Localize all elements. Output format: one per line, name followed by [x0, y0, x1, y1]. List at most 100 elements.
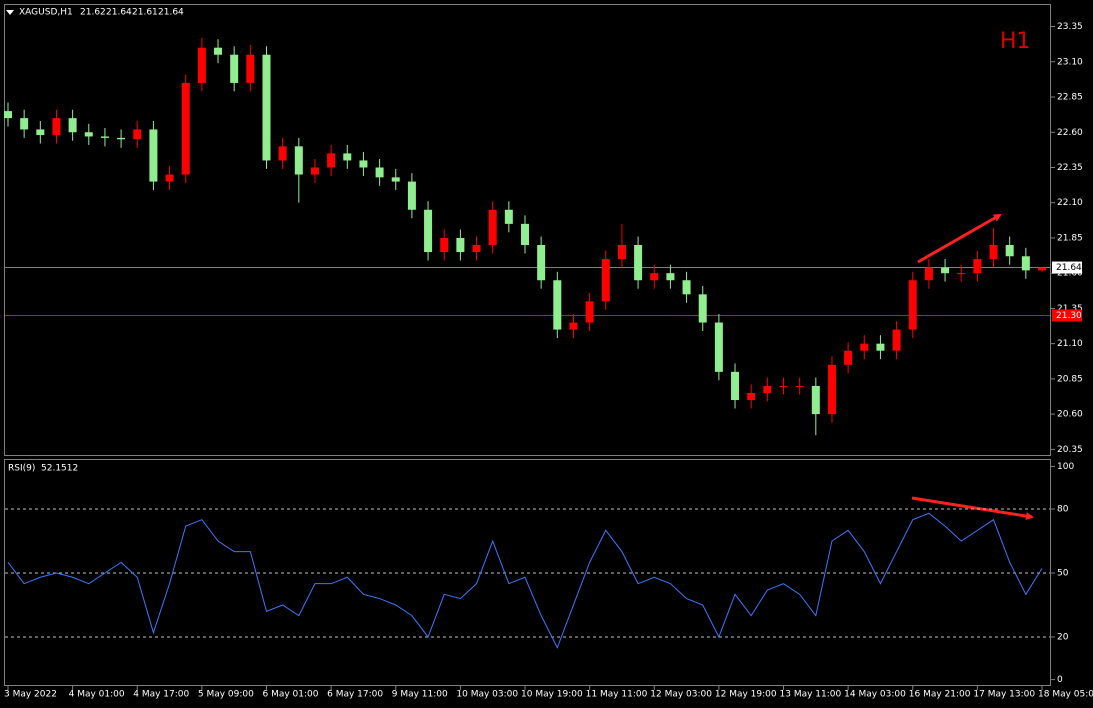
y-tick-label: 20.35 [1057, 445, 1083, 455]
candle-body [844, 350, 853, 365]
candle-body [407, 181, 416, 210]
y-tick-label: 21.35 [1057, 304, 1083, 314]
candle-body [294, 146, 303, 175]
candle-body [310, 167, 319, 175]
candle-body [68, 118, 77, 133]
y-tick-label: 21.85 [1057, 233, 1083, 243]
candle-body [908, 280, 917, 330]
candle-body [36, 129, 45, 136]
annotation-arrow [917, 213, 1002, 264]
candle-body [4, 111, 12, 119]
candle-body [537, 245, 546, 281]
x-tick-label: 14 May 03:00 [844, 690, 906, 700]
candle-body [876, 343, 885, 351]
x-tick-label: 11 May 11:00 [586, 690, 648, 700]
candle-body [811, 385, 820, 415]
x-tick-label: 18 May 05:00 [1038, 690, 1093, 700]
x-tick-label: 6 May 17:00 [327, 690, 383, 700]
candle-body [521, 223, 529, 246]
x-tick-label: 10 May 03:00 [456, 690, 518, 700]
ohlc-low: 21.61 [132, 8, 158, 18]
candle-body [133, 129, 142, 140]
x-tick-label: 17 May 13:00 [973, 690, 1035, 700]
candle-body [585, 301, 594, 323]
candle-body [763, 385, 772, 393]
y-tick-label: 20.85 [1057, 374, 1083, 384]
candle-body [391, 177, 400, 182]
price-tag-label: 21.64 [1056, 263, 1082, 273]
candle-body [698, 294, 707, 323]
level-tag [1052, 309, 1082, 322]
annotation-arrow [911, 496, 1034, 521]
level-tag-label: 21.30 [1056, 311, 1082, 321]
candle-body [165, 174, 174, 182]
price-pane [4, 4, 1051, 456]
candle-body [714, 322, 723, 372]
x-tick-label: 4 May 17:00 [133, 690, 189, 700]
symbol-title: XAGUSD,H1 [19, 8, 73, 18]
candle-body [214, 47, 223, 55]
ohlc-close: 21.64 [158, 8, 184, 18]
candle-body [278, 146, 287, 161]
candle-body [666, 273, 675, 281]
candle-body [924, 267, 933, 281]
ohlc-open: 21.62 [80, 8, 106, 18]
candle-body [246, 54, 255, 83]
candle-body [488, 209, 497, 246]
candle-body [941, 267, 950, 274]
rsi-y-tick-label: 50 [1057, 569, 1069, 579]
x-tick-label: 13 May 11:00 [780, 690, 842, 700]
candle-body [117, 137, 126, 140]
candle-body [601, 259, 610, 302]
candle-body [327, 153, 336, 168]
rsi-y-tick-label: 20 [1057, 632, 1069, 642]
x-tick-label: 9 May 11:00 [392, 690, 448, 700]
y-tick-label: 22.10 [1057, 198, 1083, 208]
x-tick-label: 12 May 03:00 [650, 690, 712, 700]
candle-body [650, 273, 659, 281]
candle-body [375, 167, 384, 178]
y-tick-label: 21.10 [1057, 339, 1083, 349]
ohlc-high: 21.64 [106, 8, 132, 18]
candle-body [795, 385, 804, 387]
rsi-y-tick-label: 80 [1057, 505, 1069, 515]
candle-body [973, 259, 982, 274]
x-tick-label: 12 May 19:00 [715, 690, 777, 700]
rsi-y-tick-label: 100 [1057, 462, 1074, 472]
candle-body [20, 118, 29, 130]
candle-body [456, 237, 465, 253]
rsi-line [7, 512, 1043, 649]
candle-body [731, 371, 740, 401]
candle-body [84, 132, 93, 137]
candle-body [197, 47, 206, 83]
rsi-title: RSI(9) [8, 464, 35, 474]
candle-body [1021, 256, 1030, 271]
candle-body [1005, 245, 1014, 257]
menu-triangle [6, 10, 14, 15]
y-tick-label: 21.60 [1057, 269, 1083, 279]
timeframe-label: H1 [1000, 29, 1031, 54]
y-tick-label: 22.35 [1057, 163, 1083, 173]
x-tick-label: 10 May 19:00 [521, 690, 583, 700]
candle-body [424, 209, 433, 253]
y-tick-label: 22.60 [1057, 128, 1083, 138]
price-tag [1052, 261, 1082, 274]
candle-body [52, 118, 61, 136]
candle-body [779, 385, 788, 387]
candle-body [262, 54, 271, 161]
x-tick-label: 16 May 21:00 [909, 690, 971, 700]
y-tick-label: 20.60 [1057, 410, 1083, 420]
candle-body [569, 322, 578, 330]
x-tick-label: 5 May 09:00 [198, 690, 254, 700]
candle-body [440, 237, 449, 253]
y-tick-label: 23.10 [1057, 57, 1083, 67]
candle-body [1038, 267, 1046, 271]
x-tick-label: 3 May 2022 [4, 690, 57, 700]
candle-body [989, 245, 998, 260]
candle-body [343, 153, 352, 161]
y-tick-label: 23.35 [1057, 22, 1083, 32]
candle-body [230, 54, 239, 83]
candle-body [634, 245, 643, 281]
